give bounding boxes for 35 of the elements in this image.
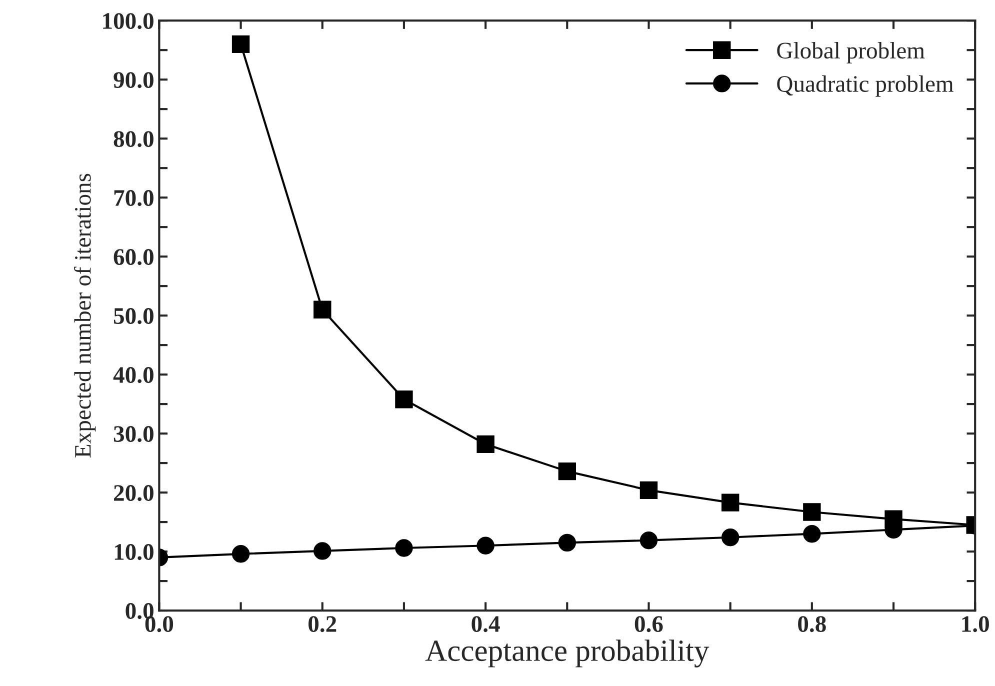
point (395, 390, 413, 408)
point (721, 494, 740, 512)
y-tick-label: 10.0 (114, 544, 154, 560)
y-tick-label: 80.0 (114, 131, 154, 148)
point (721, 528, 740, 546)
point (232, 35, 250, 54)
y-tick-label: 100.0 (103, 13, 154, 30)
y-tick-label: 40.0 (113, 367, 154, 384)
y-axis-title: Expected number of iterations (74, 174, 96, 458)
point (640, 481, 658, 500)
point (640, 531, 658, 550)
point (558, 534, 576, 552)
point (314, 300, 332, 319)
y-tick-label: 20.0 (114, 485, 154, 502)
y-tick-label: 50.0 (114, 308, 154, 324)
x-tick-label: 0.6 (634, 616, 663, 632)
point (476, 536, 494, 554)
x-tick-label: 1.0 (962, 616, 989, 632)
point (395, 539, 413, 557)
y-tick-label: 30.0 (114, 426, 154, 442)
legend-label: Global problem (777, 42, 925, 64)
y-tick-label: 70.0 (114, 190, 154, 206)
y-tick-label: 90.0 (114, 72, 154, 88)
y-tick-label: 60.0 (114, 249, 154, 266)
point (803, 524, 821, 543)
x-tick-label: 0.4 (472, 616, 500, 632)
legend-label: Quadratic problem (777, 75, 954, 97)
point (558, 462, 576, 480)
point (476, 435, 494, 454)
x-axis-title: Acceptance probability (425, 640, 710, 668)
point (232, 545, 250, 563)
x-tick-label: 0.8 (798, 616, 826, 632)
point (314, 542, 332, 560)
point (803, 503, 821, 521)
x-tick-label: 0.2 (308, 616, 336, 632)
